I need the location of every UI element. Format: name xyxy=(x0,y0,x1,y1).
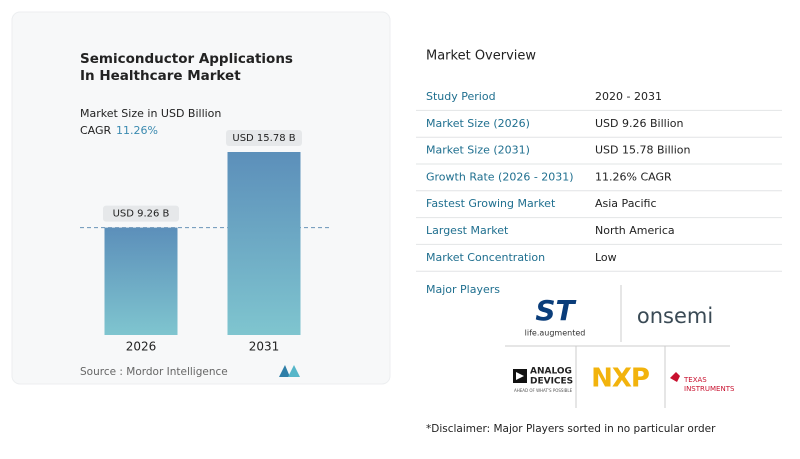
row-label: Fastest Growing Market xyxy=(426,197,556,210)
row-value: 11.26% CAGR xyxy=(595,170,672,183)
row-label: Study Period xyxy=(426,90,496,103)
value-label: USD 9.26 B xyxy=(113,209,170,220)
logo-analog: ANALOG xyxy=(530,367,572,377)
logo-onsemi: onsemi xyxy=(637,304,713,328)
overview-title: Market Overview xyxy=(426,49,536,64)
row-label: Growth Rate (2026 - 2031) xyxy=(426,170,574,183)
value-label-box xyxy=(103,205,179,222)
source: Source : Mordor Intelligence xyxy=(80,366,228,378)
logo-instruments: INSTRUMENTS xyxy=(684,385,735,393)
row-label: Market Concentration xyxy=(426,251,545,264)
value-label-box xyxy=(226,130,302,146)
bar xyxy=(104,227,178,335)
logo-adi-tagline: AHEAD OF WHAT'S POSSIBLE xyxy=(514,388,573,393)
row-label: Largest Market xyxy=(426,224,509,237)
disclaimer: *Disclaimer: Major Players sorted in no … xyxy=(426,423,716,435)
cagr-value: 11.26% xyxy=(116,124,158,137)
cagr-label: CAGR xyxy=(80,124,112,137)
source-logo xyxy=(279,365,300,377)
x-tick-label: 2026 xyxy=(126,340,157,354)
logo-nxp: NXP xyxy=(591,364,649,394)
adi-triangle xyxy=(516,372,524,380)
bar xyxy=(227,152,301,335)
subtitle: Market Size in USD Billion xyxy=(80,107,221,120)
x-tick-label: 2031 xyxy=(249,340,280,354)
logo-grid xyxy=(505,285,730,408)
logo-st: ST xyxy=(535,294,576,327)
row-value: Asia Pacific xyxy=(595,197,657,210)
row-label: Market Size (2026) xyxy=(426,117,530,130)
row-value: USD 9.26 Billion xyxy=(595,117,683,130)
ti-mark xyxy=(670,372,680,382)
row-label: Market Size (2031) xyxy=(426,144,530,157)
logo-st-tagline: life.augmented xyxy=(525,329,586,338)
row-value: North America xyxy=(595,224,675,237)
logo-texas: TEXAS xyxy=(683,376,707,384)
logo-devices: DEVICES xyxy=(530,377,573,387)
row-value: 2020 - 2031 xyxy=(595,90,662,103)
row-value: Low xyxy=(595,251,617,264)
players-title: Major Players xyxy=(426,283,500,296)
value-label: USD 15.78 B xyxy=(232,133,295,144)
chart-title: Semiconductor Applications In Healthcare… xyxy=(80,51,293,84)
row-value: USD 15.78 Billion xyxy=(595,144,690,157)
